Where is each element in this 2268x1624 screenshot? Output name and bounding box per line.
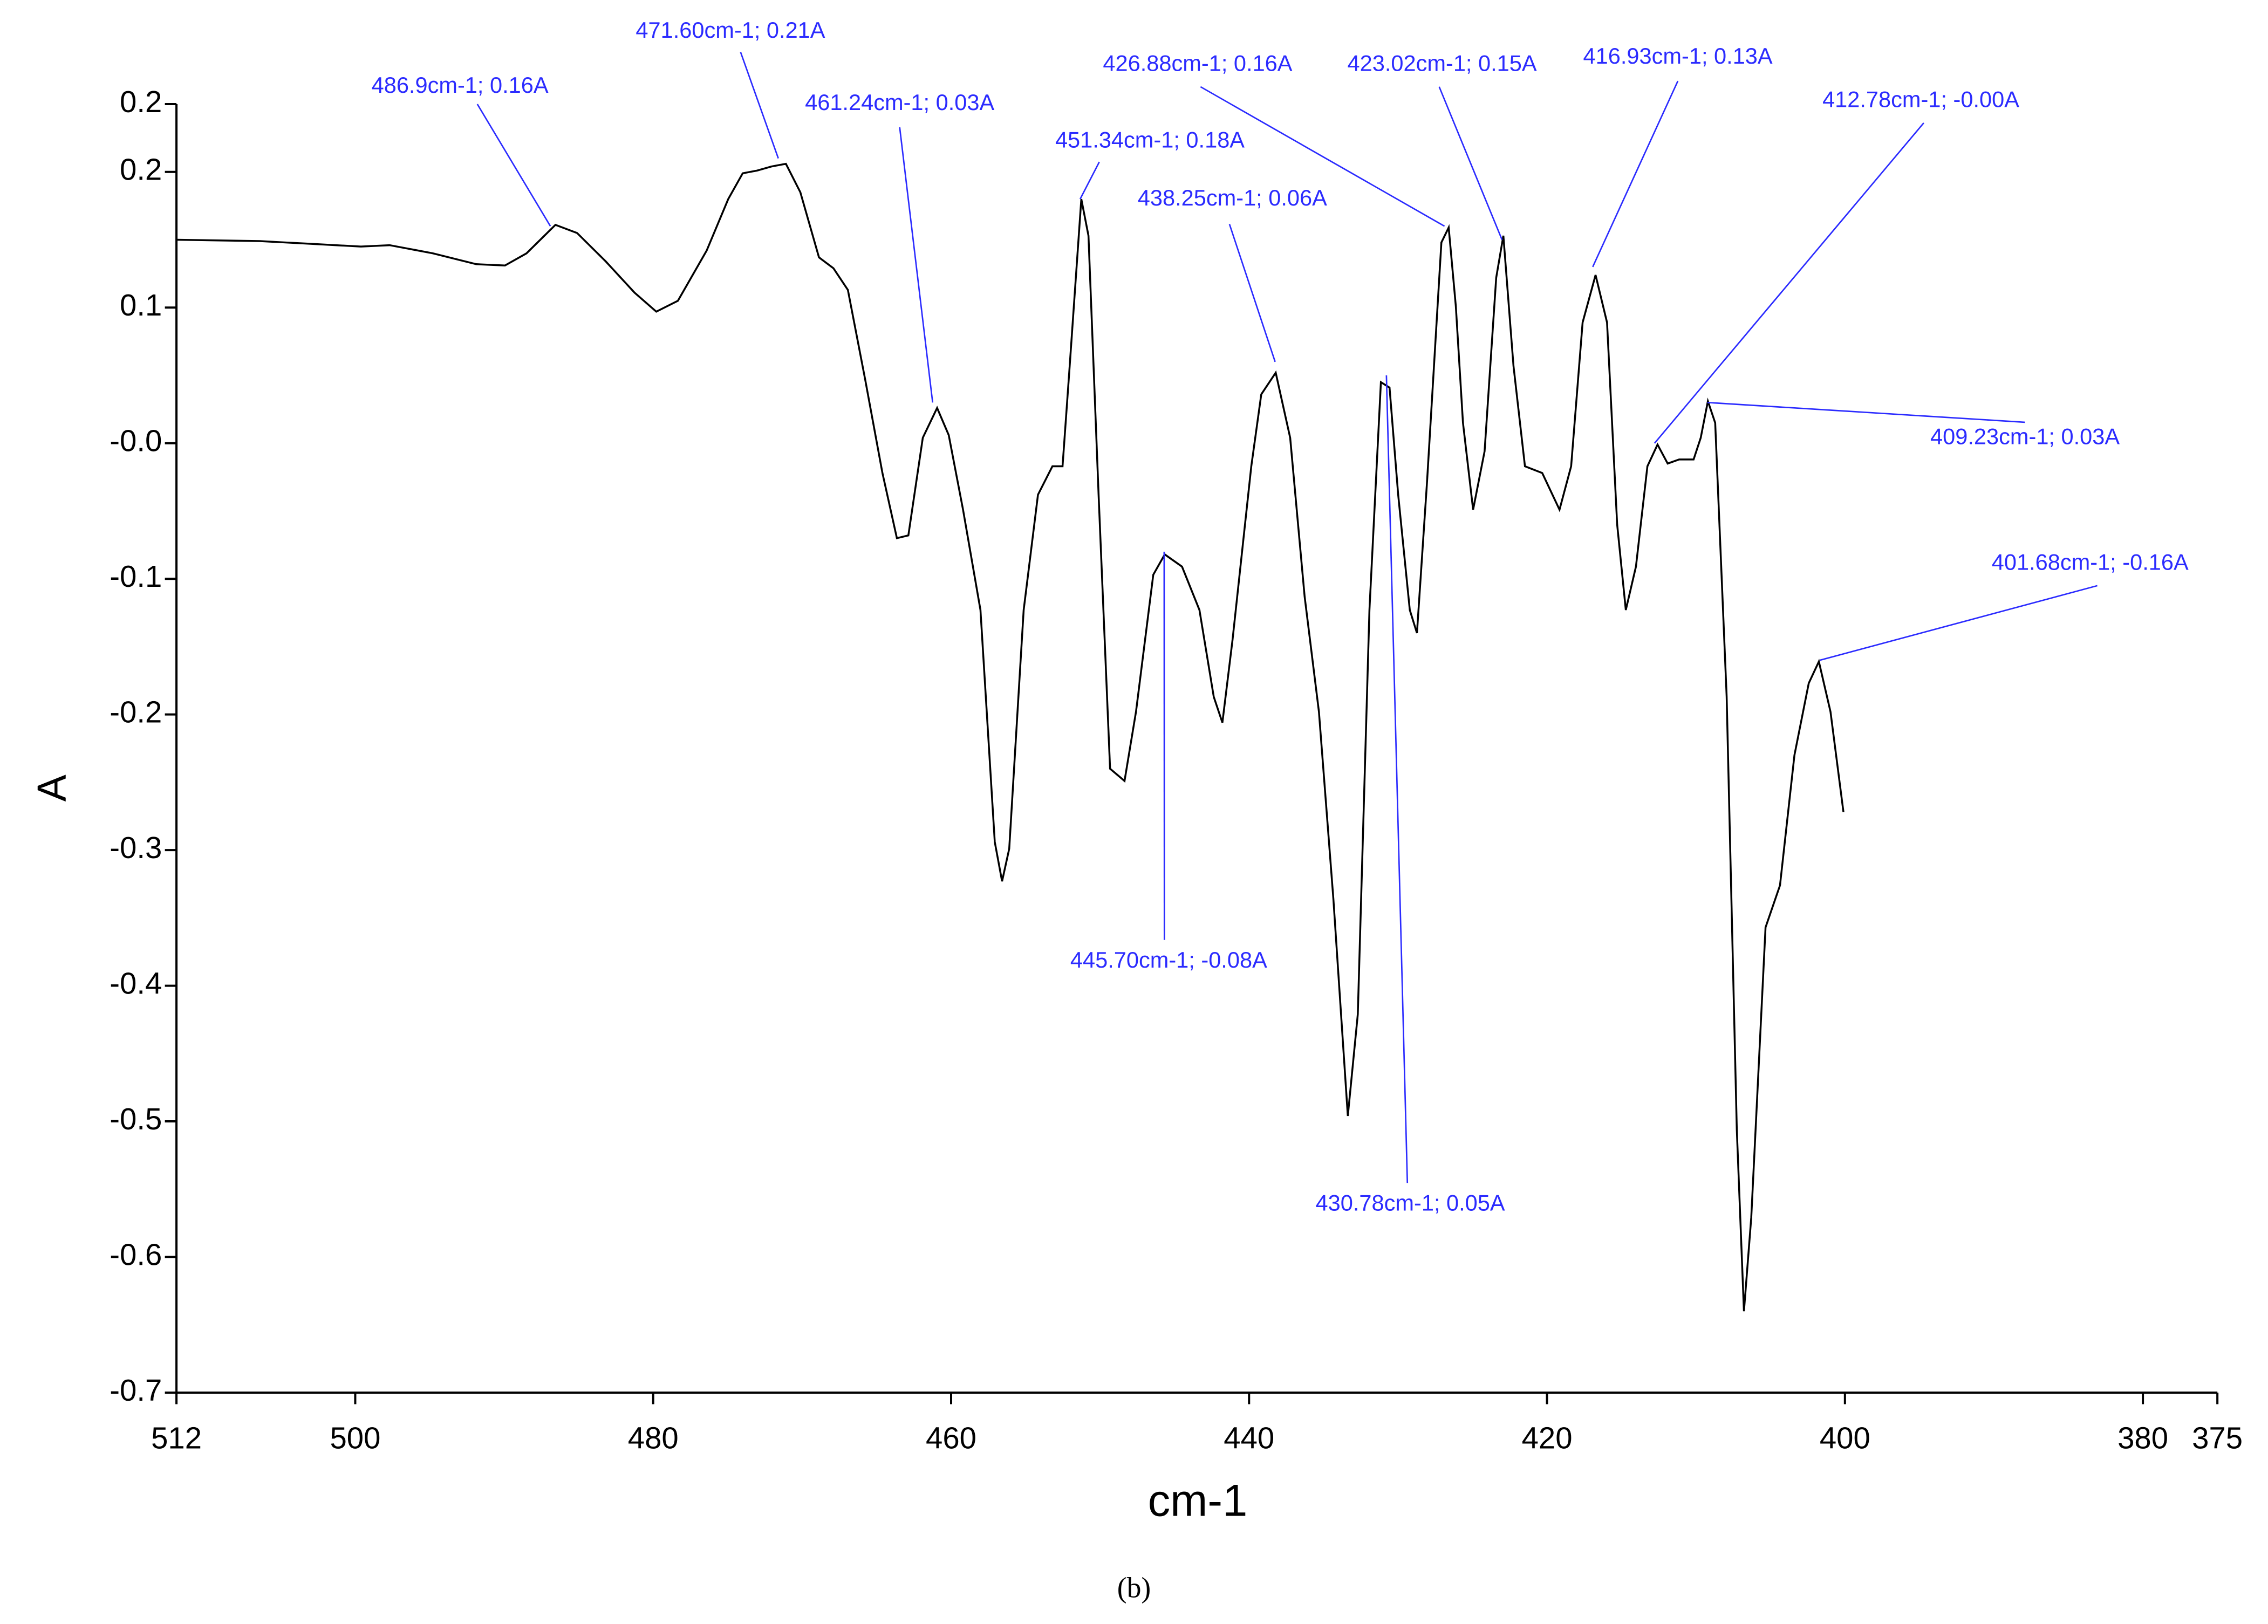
y-tick-label: -0.2 (110, 695, 162, 729)
x-tick-label: 500 (330, 1421, 380, 1455)
annotation-leader (1707, 401, 2025, 423)
y-axis-title: A (29, 775, 74, 801)
annotation-label: 412.78cm-1; -0.00A (1822, 87, 2019, 112)
annotation-leader (1592, 80, 1679, 268)
x-tick-label: 440 (1224, 1421, 1274, 1455)
annotation-label: 426.88cm-1; 0.16A (1103, 51, 1292, 76)
caption: (b) (1117, 1572, 1151, 1604)
x-tick-label: 512 (151, 1421, 202, 1455)
annotation-label: 416.93cm-1; 0.13A (1583, 43, 1773, 68)
y-tick-label: -0.1 (110, 559, 162, 593)
annotation-label: 438.25cm-1; 0.06A (1138, 185, 1327, 210)
annotation-leader (476, 104, 551, 227)
annotation-leader (1228, 224, 1276, 362)
annotation-leader (1820, 585, 2098, 661)
x-tick-label: 400 (1820, 1421, 1870, 1455)
x-tick-label: 460 (926, 1421, 976, 1455)
x-tick-label: 480 (628, 1421, 679, 1455)
annotation-label: 430.78cm-1; 0.05A (1316, 1190, 1505, 1215)
annotation-label: 409.23cm-1; 0.03A (1930, 423, 2120, 449)
annotation-label: 471.60cm-1; 0.21A (636, 17, 825, 43)
y-tick-label: 0.2 (120, 153, 162, 187)
annotation-leader (1079, 161, 1100, 200)
annotation-label: 423.02cm-1; 0.15A (1348, 51, 1537, 76)
y-tick-label: -0.0 (110, 424, 162, 458)
y-tick-label: -0.4 (110, 966, 162, 1000)
y-tick-label: -0.5 (110, 1102, 162, 1136)
annotation-label: 401.68cm-1; -0.16A (1992, 550, 2189, 575)
annotation-label: 461.24cm-1; 0.03A (805, 90, 994, 115)
annotation-leader (740, 52, 779, 159)
x-tick-label: 375 (2192, 1421, 2243, 1455)
x-tick-label: 420 (1522, 1421, 1573, 1455)
annotation-label: 486.9cm-1; 0.16A (372, 72, 549, 98)
y-tick-label: -0.3 (110, 831, 162, 865)
annotation-label: 445.70cm-1; -0.08A (1070, 947, 1267, 972)
y-tick-label: 0.1 (120, 288, 162, 322)
x-axis-title: cm-1 (1148, 1475, 1248, 1525)
y-tick-label: -0.6 (110, 1237, 162, 1271)
annotation-leader (1654, 122, 1924, 444)
x-tick-label: 380 (2117, 1421, 2168, 1455)
y-tick-label: 0.2 (120, 85, 162, 119)
annotation-leader (1200, 86, 1445, 227)
spectrum-line (176, 162, 1845, 1312)
annotation-leader (899, 127, 934, 403)
y-tick-label: -0.7 (110, 1373, 162, 1407)
annotation-leader (1385, 375, 1409, 1183)
annotation-label: 451.34cm-1; 0.18A (1055, 127, 1245, 153)
annotation-leader (1438, 86, 1503, 241)
